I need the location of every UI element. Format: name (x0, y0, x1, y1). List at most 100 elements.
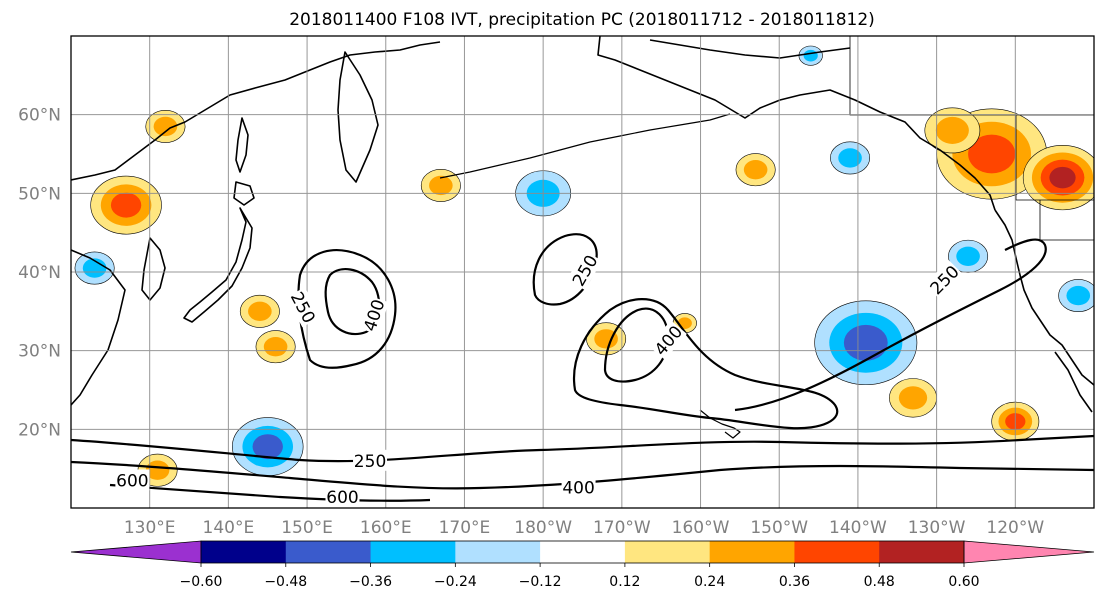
colorbar-min-extend (70, 540, 202, 564)
hawaii-coastline (699, 409, 741, 439)
ivt-contour-400-south (71, 460, 1094, 490)
ivt-contours (71, 233, 1094, 502)
lon-tick-label: 140°E (203, 518, 255, 538)
contour-label: 600 (326, 488, 358, 508)
lat-tick-label: 40°N (18, 263, 61, 283)
colorbar-segment (879, 541, 965, 563)
lon-tick-label: 180°W (514, 518, 572, 538)
precip-cell (743, 160, 768, 180)
contour-label: 400 (562, 479, 594, 499)
precip-cell (1066, 285, 1091, 306)
precip-cell (968, 134, 1016, 174)
contour-label-group: 250 (286, 287, 321, 328)
colorbar-segment (624, 541, 711, 563)
precip-cell (145, 460, 170, 480)
colorbar-tick-label: 0.48 (864, 574, 895, 590)
lon-tick-label: 160°E (360, 518, 412, 538)
ivt-contour-250-south (71, 434, 1094, 463)
coastlines (71, 36, 1094, 439)
contour-label-bg (353, 449, 388, 471)
precip-cell (838, 148, 862, 168)
colorbar-tick-label: −0.60 (180, 574, 223, 590)
plot-frame (70, 35, 1095, 509)
alaska-coastline (597, 36, 996, 211)
precip-cell (677, 317, 692, 329)
lon-tick-label: 130°E (124, 518, 176, 538)
precip-cell (248, 301, 272, 322)
north-america-coastline (994, 209, 1094, 386)
contour-label-bg (325, 485, 360, 507)
colorbar-segment (455, 541, 541, 563)
lat-tick-label: 50°N (18, 184, 61, 204)
colorbar-segment (370, 541, 456, 563)
contour-label-group: 600 (325, 485, 360, 508)
lon-tick-label: 150°E (281, 518, 333, 538)
precip-cell (803, 49, 818, 62)
colorbar-tick-label: −0.48 (264, 574, 307, 590)
contour-label-group: 250 (353, 449, 388, 472)
colorbar-segment (201, 541, 287, 563)
precip-cell (956, 246, 980, 266)
precip-cell (935, 116, 969, 144)
colorbar-tick-label: 0.12 (609, 574, 640, 590)
lat-tick-label: 20°N (18, 420, 61, 440)
contour-label: 600 (116, 471, 148, 491)
lon-tick-label: 120°W (986, 518, 1044, 538)
colorbar-tick-label: −0.24 (434, 574, 477, 590)
contour-label-group: 400 (358, 295, 389, 335)
precip-cell (82, 258, 107, 278)
lon-tick-label: 130°W (908, 518, 966, 538)
colorbar-tick-label: −0.12 (519, 574, 562, 590)
precip-cell (263, 337, 288, 357)
lat-tick-label: 30°N (18, 342, 61, 362)
longitude-ticks: 130°E 140°E 150°E 160°E 170°E 180°W 170°W 160°W… (124, 518, 1045, 538)
contour-label-bg (561, 476, 596, 498)
colorbar-tick-label: 0.60 (948, 574, 979, 590)
precipitation-pc-field (74, 45, 1094, 487)
contour-label-bg (924, 260, 964, 299)
lat-tick-label: 60°N (18, 106, 61, 126)
colorbar-segment (794, 541, 880, 563)
precip-cell (110, 192, 142, 218)
latitude-ticks: 60°N 50°N 40°N 30°N 20°N (18, 106, 61, 441)
precip-cell (898, 386, 928, 410)
lon-tick-label: 170°E (439, 518, 491, 538)
contour-label-bg (115, 469, 150, 491)
precip-cell (594, 329, 618, 349)
precip-cell (843, 324, 888, 361)
colorbar-tick-label: 0.24 (694, 574, 725, 590)
kamchatka-coastline (337, 51, 379, 183)
colorbar-tick-label: −0.36 (349, 574, 392, 590)
contour-label-bg (648, 320, 687, 360)
colorbar: −0.60 −0.48 −0.36 −0.24 −0.12 0.12 0.24 0.36 0.4… (70, 540, 1095, 590)
graticule (71, 36, 1094, 508)
baja-coastline (1054, 351, 1093, 413)
hokkaido-coastline (233, 181, 255, 206)
colorbar-max-extend (963, 540, 1095, 564)
alaska-north-coastline (649, 39, 851, 59)
aleutians-coastline (439, 113, 731, 179)
sakhalin-coastline (235, 117, 249, 173)
chart-title: 2018011400 F108 IVT, precipitation PC (2… (289, 10, 875, 30)
contour-label-group: 600 (115, 469, 150, 491)
ivt-contour-400-west (324, 268, 381, 336)
colorbar-segment (285, 541, 372, 563)
colorbar-segment (540, 541, 626, 563)
colorbar-segment (709, 541, 795, 563)
korea-coastline (141, 237, 166, 301)
contour-label: 250 (354, 452, 386, 472)
ivt-contour-250-east (734, 238, 1047, 412)
contour-label-bg (358, 295, 389, 335)
lon-tick-label: 170°W (593, 518, 651, 538)
ivt-contour-250-west (297, 249, 397, 369)
contour-label-group: 400 (561, 476, 596, 499)
precip-cell (1049, 166, 1076, 189)
ivt-contour-600-south (109, 483, 431, 502)
contour-label-bg (566, 250, 603, 291)
contour-label: 250 (286, 289, 319, 327)
ivt-contour-250-central (572, 298, 839, 430)
precip-cell (153, 116, 178, 137)
